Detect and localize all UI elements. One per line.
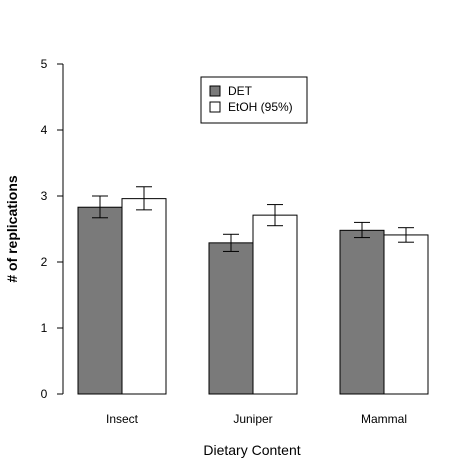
- legend: DET EtOH (95%): [200, 76, 308, 124]
- legend-swatch: [209, 85, 221, 97]
- x-tick-labels: Insect Juniper Mammal: [106, 412, 407, 426]
- legend-label: EtOH (95%): [228, 100, 293, 114]
- bar-etoh-mammal: [383, 234, 429, 395]
- bars-group: [77, 198, 429, 395]
- legend-swatch: [209, 101, 221, 113]
- y-tick-label: 2: [41, 255, 48, 269]
- y-axis-title: # of replications: [4, 175, 20, 283]
- error-bars-group: [92, 186, 414, 252]
- legend-box: [200, 76, 308, 124]
- x-tick-label: Mammal: [361, 412, 407, 426]
- legend-label: DET: [228, 84, 253, 98]
- y-tick-label: 3: [41, 189, 48, 203]
- bar-det-juniper: [208, 242, 254, 395]
- bar-det-mammal: [339, 229, 385, 395]
- bar-det-insect: [77, 206, 123, 395]
- x-tick-label: Juniper: [233, 412, 272, 426]
- y-axis: 0 1 2 3 4 5: [41, 57, 64, 401]
- y-tick-label: 0: [41, 387, 48, 401]
- y-tick-label: 1: [41, 321, 48, 335]
- y-tick-label: 5: [41, 57, 48, 71]
- x-axis-title: Dietary Content: [203, 442, 300, 458]
- bar-etoh-insect: [121, 198, 167, 395]
- y-tick-label: 4: [41, 123, 48, 137]
- bar-etoh-juniper: [252, 214, 298, 395]
- x-tick-label: Insect: [106, 412, 139, 426]
